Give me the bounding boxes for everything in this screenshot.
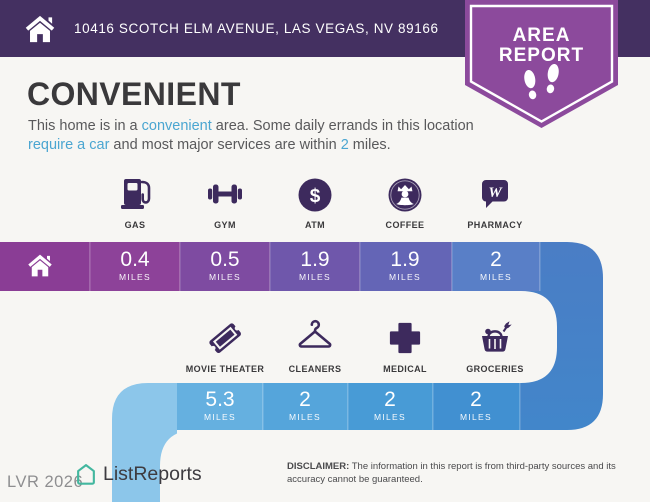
walgreens-w-glyph: W bbox=[488, 185, 503, 201]
distance-groceries: 2 MILES bbox=[431, 388, 521, 423]
amenity-label: GAS bbox=[124, 220, 146, 230]
amenity-label: MOVIE THEATER bbox=[185, 364, 265, 374]
amenity-row-1: GAS GYM $ ATM bbox=[90, 172, 540, 230]
amenity-label: ATM bbox=[304, 220, 326, 230]
desc-accent-convenient: convenient bbox=[141, 118, 212, 134]
desc-text: area. Some daily errands in this locatio… bbox=[211, 118, 474, 134]
dollar-circle-icon: $ bbox=[298, 178, 332, 212]
distance-ribbon bbox=[0, 242, 603, 502]
page-title: CONVENIENT bbox=[27, 76, 241, 112]
amenity-label: CLEANERS bbox=[288, 364, 342, 374]
coffee-siren-icon bbox=[388, 178, 422, 212]
home-icon bbox=[25, 15, 55, 42]
disclaimer-label: DISCLAIMER: bbox=[287, 461, 350, 472]
listreports-house-icon bbox=[77, 464, 95, 485]
desc-accent-require-a-car: require a car bbox=[28, 137, 110, 154]
amenity-movie-theater: MOVIE THEATER bbox=[180, 316, 270, 374]
distance-value: 2 bbox=[299, 388, 311, 411]
distance-value: 0.4 bbox=[120, 248, 150, 271]
distance-medical: 2 MILES bbox=[345, 388, 435, 423]
dollar-glyph: $ bbox=[310, 186, 321, 207]
distance-gym: 0.5 MILES bbox=[180, 248, 270, 283]
amenity-row-2: MOVIE THEATER CLEANERS MEDICAL bbox=[180, 316, 540, 374]
area-description: This home is in a convenient area. Some … bbox=[28, 117, 484, 156]
distance-unit: MILES bbox=[388, 272, 421, 283]
distance-unit: MILES bbox=[208, 272, 241, 283]
ticket-icon bbox=[209, 323, 241, 354]
distance-atm: 1.9 MILES bbox=[270, 248, 360, 283]
distance-gas: 0.4 MILES bbox=[90, 248, 180, 283]
distance-value: 1.9 bbox=[390, 248, 420, 271]
bar-home-icon bbox=[28, 254, 52, 277]
listreports-logo: ListReports bbox=[74, 462, 202, 486]
desc-text: and most major services are within bbox=[109, 137, 341, 154]
desc-text: This home is in a bbox=[28, 118, 142, 134]
area-report-badge: AREA REPORT bbox=[465, 0, 618, 128]
amenity-label: COFFEE bbox=[385, 220, 425, 230]
distance-coffee: 1.9 MILES bbox=[360, 248, 450, 283]
distance-value: 0.5 bbox=[210, 248, 240, 271]
amenity-label: GYM bbox=[214, 220, 236, 230]
amenity-atm: $ ATM bbox=[270, 172, 360, 230]
distance-value: 2 bbox=[470, 388, 482, 411]
distance-pharmacy: 2 MILES bbox=[451, 248, 541, 283]
amenity-label: GROCERIES bbox=[466, 364, 524, 374]
distance-value: 1.9 bbox=[300, 248, 330, 271]
amenity-pharmacy: W PHARMACY bbox=[450, 172, 540, 230]
hanger-icon bbox=[298, 319, 332, 348]
amenity-cleaners: CLEANERS bbox=[270, 316, 360, 374]
distance-unit: MILES bbox=[479, 272, 512, 283]
dumbbell-icon bbox=[208, 184, 242, 204]
amenity-label: PHARMACY bbox=[467, 220, 523, 230]
amenity-gym: GYM bbox=[180, 172, 270, 230]
property-address: 10416 SCOTCH ELM AVENUE, LAS VEGAS, NV 8… bbox=[74, 21, 439, 36]
desc-accent-distance: 2 bbox=[340, 137, 349, 154]
disclaimer: DISCLAIMER: The information in this repo… bbox=[287, 461, 639, 487]
footprints-icon bbox=[524, 63, 559, 100]
badge-line1: AREA bbox=[513, 25, 571, 46]
distance-unit: MILES bbox=[118, 272, 151, 283]
distance-unit: MILES bbox=[373, 412, 406, 423]
amenity-label: MEDICAL bbox=[383, 364, 427, 374]
amenity-gas: GAS bbox=[90, 172, 180, 230]
watermark: LVR 2026 bbox=[7, 473, 84, 491]
distance-value: 5.3 bbox=[205, 388, 235, 411]
gas-pump-icon bbox=[121, 179, 151, 209]
grocery-basket-icon bbox=[482, 321, 512, 352]
distance-cleaners: 2 MILES bbox=[260, 388, 350, 423]
disclaimer-text: The information in this report is from t… bbox=[287, 461, 616, 485]
medical-cross-icon bbox=[389, 322, 421, 354]
distance-unit: MILES bbox=[203, 412, 236, 423]
badge-line2: REPORT bbox=[499, 45, 584, 66]
distance-movie-theater: 5.3 MILES bbox=[175, 388, 265, 423]
amenity-coffee: COFFEE bbox=[360, 172, 450, 230]
distance-value: 2 bbox=[384, 388, 396, 411]
distance-unit: MILES bbox=[459, 412, 492, 423]
distance-value: 2 bbox=[490, 248, 502, 271]
distance-unit: MILES bbox=[298, 272, 331, 283]
brand-name: ListReports bbox=[103, 462, 202, 485]
amenity-medical: MEDICAL bbox=[360, 316, 450, 374]
desc-text: miles. bbox=[348, 137, 391, 154]
pharmacy-w-icon: W bbox=[482, 180, 508, 208]
distance-unit: MILES bbox=[288, 412, 321, 423]
amenity-groceries: GROCERIES bbox=[450, 316, 540, 374]
